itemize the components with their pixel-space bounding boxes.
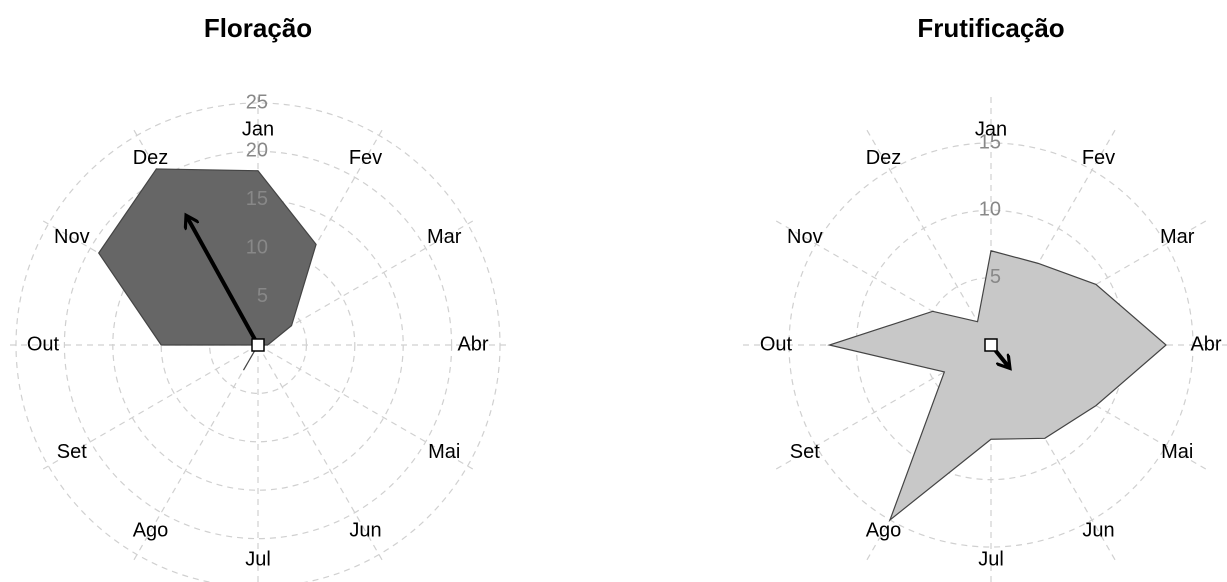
- radar-area: [97, 168, 317, 371]
- category-label: Mar: [427, 226, 462, 248]
- y-tick-label: 10: [979, 199, 1001, 221]
- category-label: Jun: [349, 519, 381, 541]
- category-label: Mar: [1160, 226, 1195, 248]
- grid-spoke: [990, 128, 1117, 346]
- category-label: Jul: [245, 548, 271, 570]
- chart-title: Floração: [204, 13, 312, 43]
- grid-spoke: [257, 128, 384, 346]
- category-label: Mai: [428, 441, 460, 463]
- grid-spoke: [865, 128, 992, 346]
- grid-spoke: [990, 344, 1117, 562]
- category-label: Dez: [866, 147, 902, 169]
- mean-vector: [188, 218, 260, 346]
- chart-title: Frutificação: [917, 13, 1064, 43]
- grid-spoke: [257, 219, 475, 346]
- category-label: Jan: [242, 118, 274, 140]
- category-label: Jan: [975, 118, 1007, 140]
- category-label: Nov: [54, 226, 90, 248]
- radar-area: [827, 249, 1167, 522]
- grid-spoke: [774, 219, 992, 346]
- category-label: Abr: [1190, 333, 1221, 355]
- category-label: Set: [790, 441, 820, 463]
- grid-spoke: [132, 344, 259, 562]
- category-label: Nov: [787, 226, 823, 248]
- y-tick-label: 20: [246, 140, 268, 162]
- category-label: Dez: [133, 147, 169, 169]
- category-label: Out: [760, 333, 793, 355]
- category-label: Set: [57, 441, 87, 463]
- y-tick-label: 25: [246, 91, 268, 113]
- grid-spoke: [990, 344, 1208, 471]
- y-tick-label: 5: [990, 266, 1001, 288]
- y-tick-label: 5: [257, 285, 268, 307]
- y-tick-label: 15: [246, 188, 268, 210]
- category-label: Fev: [349, 147, 382, 169]
- y-tick-label: 10: [246, 236, 268, 258]
- category-label: Mai: [1161, 441, 1193, 463]
- category-label: Ago: [133, 519, 169, 541]
- category-label: Out: [27, 333, 60, 355]
- category-label: Fev: [1082, 147, 1115, 169]
- grid-circle: [63, 150, 453, 540]
- category-label: Abr: [457, 333, 488, 355]
- category-label: Jun: [1082, 519, 1114, 541]
- category-label: Jul: [978, 548, 1004, 570]
- category-label: Ago: [866, 519, 902, 541]
- center-marker: [251, 338, 265, 352]
- grid-spoke: [774, 344, 992, 471]
- grid-spoke: [257, 344, 475, 471]
- center-marker: [984, 338, 998, 352]
- y-tick-label: 15: [979, 131, 1001, 153]
- grid-spoke: [257, 344, 384, 562]
- grid-spoke: [990, 219, 1208, 346]
- grid-spoke: [41, 344, 259, 471]
